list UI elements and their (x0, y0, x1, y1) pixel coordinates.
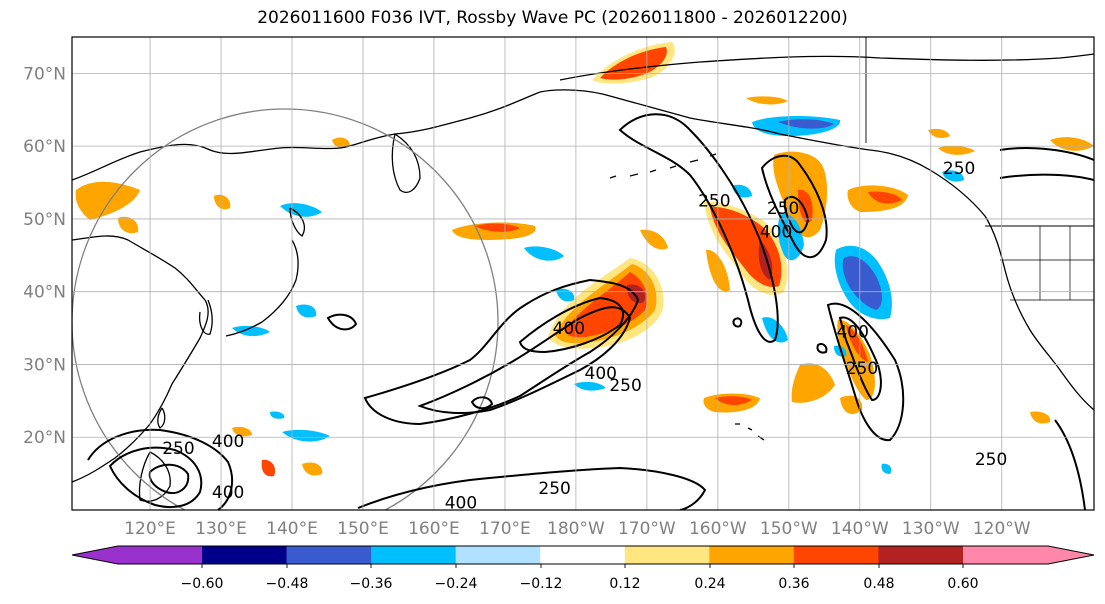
longitude-label: 160°W (689, 519, 747, 539)
negative-anomaly-region (524, 246, 564, 261)
longitude-label: 120°E (124, 519, 176, 539)
contour-label: 400 (212, 483, 244, 503)
latitude-labels: 70°N 60°N 50°N 40°N 30°N 20°N (23, 64, 66, 448)
colorbar-bin (709, 546, 795, 564)
latitude-label: 30°N (23, 355, 66, 375)
positive-anomaly-region (715, 396, 752, 406)
positive-anomaly-region (118, 216, 139, 234)
negative-anomaly-region (296, 304, 317, 318)
longitude-label: 170°W (618, 519, 676, 539)
colorbar-bin (286, 546, 372, 564)
negative-anomaly-region (270, 411, 285, 419)
longitude-label: 180°W (547, 519, 605, 539)
positive-anomaly-region (791, 363, 835, 403)
map-title: 2026011600 F036 IVT, Rossby Wave PC (202… (257, 8, 848, 28)
positive-anomaly-region (626, 284, 646, 304)
longitude-label: 130°W (902, 519, 960, 539)
colorbar-tick-label: 0.12 (609, 576, 640, 592)
negative-anomaly-region (881, 463, 892, 474)
longitude-label: 150°E (337, 519, 389, 539)
positive-anomaly-region (1050, 137, 1094, 151)
contour-label: 250 (943, 159, 975, 179)
longitude-label: 170°E (479, 519, 531, 539)
ivt-contours (87, 113, 1094, 510)
colorbar-bin (624, 546, 710, 564)
contour-label: 250 (767, 199, 799, 219)
map-border (71, 36, 1095, 511)
contour-label: 400 (553, 319, 585, 339)
colorbar-tick-label: 0.36 (778, 576, 809, 592)
longitude-label: 130°E (195, 519, 247, 539)
positive-anomaly-region (798, 189, 813, 223)
contour-label: 400 (212, 432, 244, 452)
positive-anomaly-region (868, 191, 902, 204)
positive-anomaly-region (261, 459, 276, 477)
positive-anomaly-region (475, 223, 520, 232)
colorbar-tick-label: 0.24 (694, 576, 725, 592)
positive-anomaly-region (846, 325, 868, 362)
colorbar-bin (371, 546, 457, 564)
graticule (72, 37, 1094, 510)
latitude-label: 60°N (23, 137, 66, 157)
positive-anomaly-region (746, 96, 788, 105)
colorbar-tick-label: −0.12 (520, 576, 563, 592)
latitude-label: 40°N (23, 283, 66, 303)
negative-anomaly-region (778, 119, 834, 129)
contour-label: 250 (609, 376, 641, 396)
latitude-label: 20°N (23, 428, 66, 448)
contour-label: 250 (162, 439, 194, 459)
negative-anomaly-region (842, 256, 882, 310)
positive-anomaly-region (75, 181, 140, 220)
contour-label: 250 (538, 479, 570, 499)
longitude-label: 140°E (266, 519, 318, 539)
longitude-label: 140°W (831, 519, 889, 539)
colorbar-extension-high (963, 546, 1094, 564)
negative-anomaly-region (574, 381, 606, 391)
contour-label: 400 (760, 222, 792, 242)
colorbar-tick-label: 0.48 (863, 576, 894, 592)
colorbar: −0.60 −0.48 −0.36 −0.24 −0.12 0.12 0.24 0.36 0.4… (71, 545, 1095, 592)
contour-label: 250 (975, 450, 1007, 470)
colorbar-outline (71, 545, 1095, 565)
longitude-label: 120°W (973, 519, 1031, 539)
positive-anomaly-region (928, 128, 950, 138)
positive-anomaly-region (600, 47, 667, 80)
coastlines (72, 37, 1094, 502)
colorbar-extension-low (72, 546, 202, 564)
contour-label: 400 (585, 364, 617, 384)
colorbar-tick-label: 0.60 (947, 576, 978, 592)
positive-anomaly-region (938, 145, 975, 155)
positive-anomaly-region (302, 462, 323, 476)
contour-label: 250 (846, 359, 878, 379)
positive-anomaly-region (232, 426, 252, 437)
negative-anomaly-region (762, 317, 788, 343)
colorbar-bin (202, 546, 288, 564)
colorbar-bin (793, 546, 879, 564)
colorbar-tick-label: −0.24 (435, 576, 478, 592)
latitude-label: 70°N (23, 64, 66, 84)
colorbar-bin (540, 546, 626, 564)
contour-label: 400 (836, 323, 868, 343)
positive-anomaly-region (1030, 411, 1051, 424)
reference-circle (72, 108, 499, 510)
positive-anomaly-region (332, 137, 350, 148)
negative-anomaly-region (282, 429, 330, 442)
positive-anomaly-region (214, 194, 231, 210)
rossby-wave-pc-shading (75, 42, 1094, 477)
longitude-label: 160°E (408, 519, 460, 539)
colorbar-tick-label: −0.36 (350, 576, 393, 592)
negative-anomaly-region (942, 170, 964, 182)
negative-anomaly-region (232, 325, 270, 337)
longitude-label: 150°W (760, 519, 818, 539)
contour-label: 250 (698, 192, 730, 212)
colorbar-bin (455, 546, 541, 564)
colorbar-bin (878, 546, 964, 564)
contour-label: 400 (445, 494, 477, 514)
colorbar-tick-label: −0.48 (266, 576, 309, 592)
colorbar-tick-label: −0.60 (181, 576, 224, 592)
latitude-label: 50°N (23, 210, 66, 230)
longitude-labels: 120°E 130°E 140°E 150°E 160°E 170°E 180°W 170°W… (124, 519, 1031, 539)
